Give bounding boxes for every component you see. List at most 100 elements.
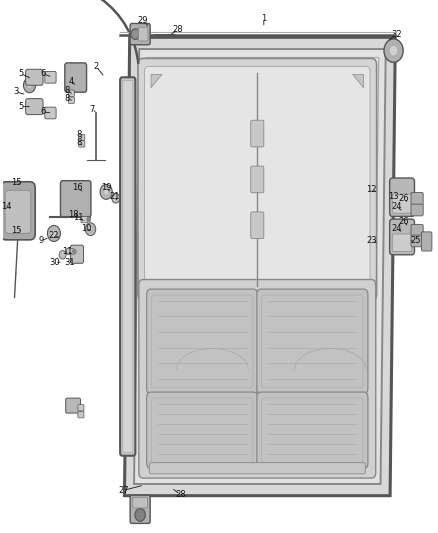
Text: 8: 8 bbox=[76, 138, 81, 147]
Circle shape bbox=[59, 251, 66, 259]
FancyBboxPatch shape bbox=[71, 245, 84, 263]
Polygon shape bbox=[134, 49, 386, 484]
Polygon shape bbox=[353, 75, 364, 88]
FancyBboxPatch shape bbox=[120, 77, 135, 456]
Circle shape bbox=[73, 249, 76, 254]
Text: 32: 32 bbox=[391, 30, 402, 39]
Text: 28: 28 bbox=[172, 25, 183, 34]
Text: 16: 16 bbox=[72, 183, 83, 192]
FancyBboxPatch shape bbox=[45, 71, 56, 83]
Polygon shape bbox=[141, 58, 379, 475]
Text: 15: 15 bbox=[11, 226, 22, 235]
Text: 2: 2 bbox=[94, 62, 99, 71]
Circle shape bbox=[87, 217, 91, 222]
Text: 25: 25 bbox=[410, 237, 420, 245]
FancyBboxPatch shape bbox=[45, 107, 56, 119]
Text: 5: 5 bbox=[18, 102, 24, 111]
Text: 6: 6 bbox=[40, 108, 45, 116]
FancyBboxPatch shape bbox=[145, 67, 370, 293]
FancyBboxPatch shape bbox=[25, 99, 43, 115]
Circle shape bbox=[24, 78, 35, 93]
Text: 30: 30 bbox=[49, 258, 60, 266]
Polygon shape bbox=[124, 37, 396, 496]
FancyBboxPatch shape bbox=[78, 405, 84, 411]
Text: 9: 9 bbox=[38, 237, 43, 245]
Circle shape bbox=[100, 184, 112, 199]
FancyBboxPatch shape bbox=[133, 497, 148, 508]
FancyBboxPatch shape bbox=[130, 23, 150, 45]
FancyBboxPatch shape bbox=[411, 192, 423, 205]
FancyBboxPatch shape bbox=[138, 59, 377, 301]
FancyBboxPatch shape bbox=[411, 235, 423, 247]
Text: 24: 24 bbox=[392, 203, 402, 211]
Circle shape bbox=[135, 508, 145, 521]
Text: 19: 19 bbox=[101, 183, 111, 192]
Circle shape bbox=[389, 45, 398, 56]
FancyBboxPatch shape bbox=[1, 182, 35, 240]
FancyBboxPatch shape bbox=[66, 398, 81, 413]
FancyBboxPatch shape bbox=[147, 289, 258, 394]
FancyBboxPatch shape bbox=[251, 212, 264, 239]
Text: 8: 8 bbox=[64, 86, 70, 95]
Text: 3: 3 bbox=[13, 87, 18, 96]
Text: 24: 24 bbox=[392, 224, 402, 232]
FancyBboxPatch shape bbox=[130, 495, 150, 523]
FancyBboxPatch shape bbox=[251, 120, 264, 147]
Text: 26: 26 bbox=[399, 217, 410, 225]
FancyBboxPatch shape bbox=[60, 181, 91, 217]
Circle shape bbox=[47, 225, 60, 241]
Polygon shape bbox=[151, 75, 162, 88]
Circle shape bbox=[27, 82, 32, 88]
FancyBboxPatch shape bbox=[392, 194, 412, 213]
Text: 14: 14 bbox=[1, 203, 11, 211]
FancyBboxPatch shape bbox=[390, 178, 414, 216]
Text: 15: 15 bbox=[11, 178, 22, 187]
Text: 1: 1 bbox=[261, 14, 266, 23]
Text: 11: 11 bbox=[62, 247, 72, 256]
FancyBboxPatch shape bbox=[139, 279, 376, 478]
Text: 4: 4 bbox=[69, 77, 74, 85]
FancyBboxPatch shape bbox=[257, 392, 368, 469]
Circle shape bbox=[85, 223, 96, 236]
FancyBboxPatch shape bbox=[147, 392, 258, 469]
FancyBboxPatch shape bbox=[67, 248, 74, 255]
Text: 8: 8 bbox=[76, 130, 81, 139]
Text: 6: 6 bbox=[40, 69, 45, 78]
FancyBboxPatch shape bbox=[68, 97, 74, 103]
Circle shape bbox=[112, 193, 120, 203]
Circle shape bbox=[88, 227, 93, 232]
Text: 26: 26 bbox=[399, 194, 410, 203]
FancyBboxPatch shape bbox=[25, 69, 43, 85]
Circle shape bbox=[103, 189, 109, 195]
Text: 23: 23 bbox=[367, 237, 377, 245]
FancyBboxPatch shape bbox=[138, 27, 148, 41]
FancyBboxPatch shape bbox=[251, 166, 264, 193]
Circle shape bbox=[131, 29, 140, 39]
FancyBboxPatch shape bbox=[78, 411, 84, 418]
FancyBboxPatch shape bbox=[411, 204, 423, 216]
Text: 5: 5 bbox=[18, 69, 24, 78]
Circle shape bbox=[384, 39, 403, 62]
FancyBboxPatch shape bbox=[79, 134, 85, 141]
Text: 8: 8 bbox=[64, 94, 70, 103]
FancyBboxPatch shape bbox=[65, 63, 87, 92]
FancyBboxPatch shape bbox=[421, 232, 432, 251]
FancyBboxPatch shape bbox=[81, 216, 88, 223]
Text: 12: 12 bbox=[367, 185, 377, 193]
Text: 7: 7 bbox=[89, 105, 95, 114]
Text: 29: 29 bbox=[138, 16, 148, 25]
FancyBboxPatch shape bbox=[390, 219, 414, 255]
Text: 27: 27 bbox=[118, 486, 129, 495]
Text: 28: 28 bbox=[175, 490, 186, 499]
Circle shape bbox=[51, 230, 57, 237]
FancyBboxPatch shape bbox=[79, 141, 85, 147]
Text: 10: 10 bbox=[81, 224, 92, 232]
FancyBboxPatch shape bbox=[123, 80, 133, 453]
Text: 31: 31 bbox=[65, 258, 75, 266]
FancyBboxPatch shape bbox=[5, 190, 31, 233]
Text: 18: 18 bbox=[68, 210, 78, 219]
Text: 21: 21 bbox=[110, 192, 120, 200]
FancyBboxPatch shape bbox=[392, 234, 412, 252]
FancyBboxPatch shape bbox=[149, 463, 365, 474]
Text: 11: 11 bbox=[74, 213, 84, 222]
